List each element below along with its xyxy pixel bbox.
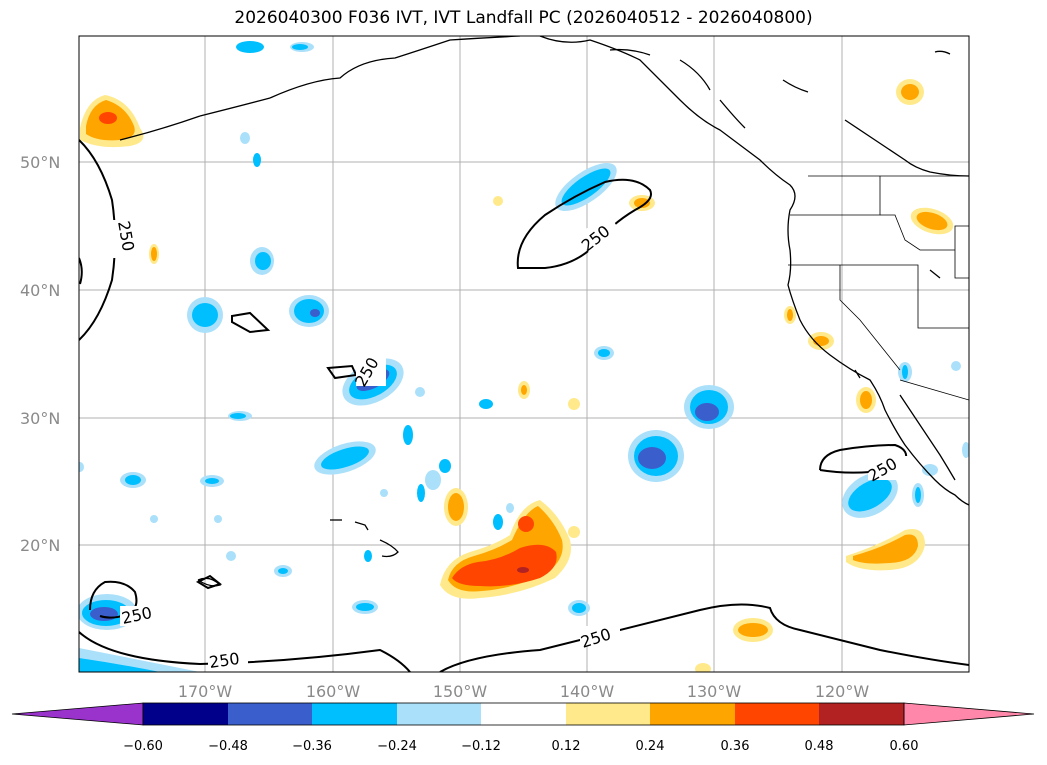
gridlines [79,36,969,672]
colorbar-tick-label: −0.24 [377,739,417,754]
contour-labels: 250 250 250 250 250 250 250 [111,213,908,672]
colorbar-tick-label: 0.24 [636,739,665,754]
lon-label-150w: 150°W [433,682,488,701]
map-panel[interactable]: 250 250 250 250 250 250 250 [76,36,970,675]
coastlines [119,36,969,587]
colorbar-bin [143,703,228,725]
colorbar-bin [566,703,650,725]
lon-label-130w: 130°W [687,682,742,701]
colorbar-tick-label: 0.12 [552,739,581,754]
colorbar-tick-label: −0.48 [208,739,248,754]
lon-label-140w: 140°W [560,682,615,701]
colorbar-extend-min [11,702,144,726]
latitude-labels: 50°N 40°N 30°N 20°N [20,153,60,555]
map-frame [78,35,970,673]
lat-label-40n: 40°N [20,281,60,300]
political-borders [788,175,969,401]
colorbar-bin [397,703,481,725]
colorbar-tick-label: −0.12 [461,739,501,754]
contour-label: 250 [208,649,241,672]
lat-label-30n: 30°N [20,409,60,428]
colorbar-bin [819,703,904,725]
positive-anomaly-shading [80,79,954,672]
lon-label-120w: 120°W [815,682,870,701]
colorbar-tick-label: −0.36 [292,739,332,754]
colorbar-bin [228,703,312,725]
colorbar-tick-label: −0.60 [123,739,163,754]
longitude-labels: 170°W 160°W 150°W 140°W 130°W 120°W [178,682,870,701]
colorbar-extend-max [903,702,1035,726]
lat-label-20n: 20°N [20,536,60,555]
colorbar-bin [312,703,397,725]
lat-label-50n: 50°N [20,153,60,172]
colorbar-tick-label: 0.60 [890,739,919,754]
map-title: 2026040300 F036 IVT, IVT Landfall PC (20… [234,8,813,28]
lon-label-160w: 160°W [306,682,361,701]
colorbar-tick-label: 0.48 [805,739,834,754]
colorbar-bin [481,703,566,725]
colorbar-bin [650,703,735,725]
colorbar: −0.60 −0.48 −0.36 −0.24 −0.12 0.12 0.24 … [11,702,1035,754]
colorbar-tick-label: 0.36 [721,739,750,754]
lon-label-170w: 170°W [178,682,233,701]
colorbar-bin [735,703,819,725]
